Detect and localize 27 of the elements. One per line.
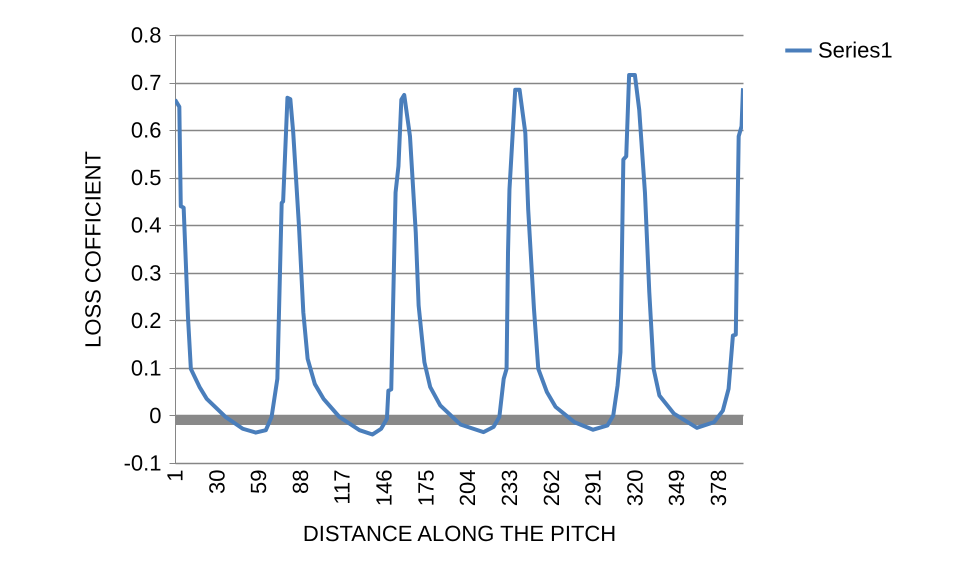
legend-label: Series1 (818, 38, 893, 62)
x-tick-label: 88 (288, 470, 313, 494)
x-tick-label: 175 (413, 470, 438, 506)
y-tick-label: 0.4 (130, 212, 162, 238)
x-tick-label: 233 (496, 470, 522, 506)
x-tick-label: 320 (622, 470, 648, 506)
x-tick-label: 204 (455, 470, 480, 506)
x-axis-title: DISTANCE ALONG THE PITCH (302, 521, 616, 546)
y-tick-label: 0.8 (130, 22, 162, 48)
x-tick-label: 146 (372, 470, 397, 506)
y-axis-title: LOSS COFFICIENT (80, 151, 106, 348)
x-tick-label: 378 (706, 470, 731, 506)
x-tick-label: 1 (162, 470, 188, 482)
y-tick-label: 0 (149, 402, 162, 428)
y-tick-label: 0.1 (130, 355, 162, 380)
x-tick-label: 30 (204, 470, 230, 494)
y-tick-label: 0.2 (130, 308, 162, 333)
y-tick-label: 0.5 (130, 165, 162, 190)
x-tick-label: 291 (580, 470, 606, 506)
x-tick-label: 117 (330, 470, 355, 505)
y-tick-label: 0.6 (130, 118, 162, 143)
y-tick-label: 0.3 (130, 260, 162, 286)
x-tick-label: 349 (664, 470, 690, 506)
y-tick-label: 0.7 (130, 70, 162, 96)
y-tick-label: -0.1 (124, 450, 162, 476)
x-tick-label: 262 (538, 470, 564, 506)
x-tick-label: 59 (246, 470, 272, 494)
